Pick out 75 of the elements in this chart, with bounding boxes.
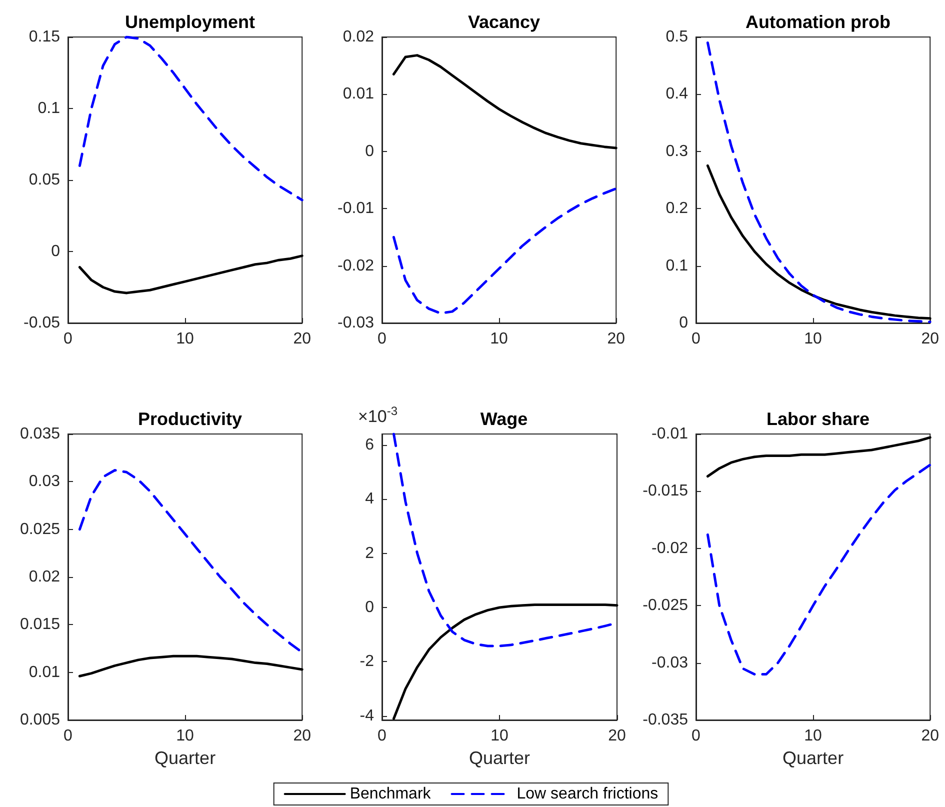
y-tick-label: -4 <box>360 707 374 724</box>
y-tick-label: -0.015 <box>642 482 688 500</box>
y-tick-label: 0.05 <box>28 172 60 188</box>
x-axis-title: Quarter <box>782 748 844 768</box>
x-tick-label: 0 <box>64 330 73 348</box>
line-series <box>706 464 932 676</box>
chart-title: Productivity <box>138 409 242 429</box>
y-tick-label: -0.03 <box>338 314 374 332</box>
y-tick-label: 0.015 <box>20 616 60 634</box>
y-tick-label: -2 <box>360 653 374 670</box>
y-tick-label: 0.025 <box>20 520 60 538</box>
y-tick-label: -0.05 <box>24 314 60 332</box>
y-tick-label: 0.035 <box>20 426 60 442</box>
x-tick-label: 0 <box>64 728 73 744</box>
y-tick-label: -0.01 <box>338 200 374 218</box>
line-series <box>392 604 618 720</box>
y-tick-label: -0.02 <box>338 257 374 274</box>
chart-title: Automation prob <box>746 12 890 32</box>
y-tick-label: 2 <box>365 544 374 562</box>
y-tick-label: 0.4 <box>666 86 688 103</box>
chart-title: Wage <box>480 409 528 429</box>
x-tick-label: 20 <box>293 330 312 348</box>
legend-label: Low search frictions <box>516 786 658 802</box>
x-tick-label: 20 <box>608 728 626 744</box>
x-tick-label: 10 <box>176 330 194 348</box>
x-tick-label: 10 <box>490 728 508 744</box>
y-tick-label: -0.035 <box>642 712 688 728</box>
line-series <box>706 436 932 478</box>
x-tick-label: 0 <box>692 330 701 348</box>
x-tick-label: 20 <box>607 330 626 348</box>
chart-title: Vacancy <box>468 12 540 32</box>
y-tick-label: 0.02 <box>28 568 60 586</box>
y-tick-label: -0.02 <box>652 540 688 557</box>
y-tick-label: 0.5 <box>666 28 688 46</box>
chart-title: Unemployment <box>124 12 256 32</box>
y-tick-label: -0.025 <box>642 597 688 614</box>
line-series <box>392 54 618 150</box>
x-tick-label: 0 <box>378 330 387 348</box>
line-series <box>706 41 932 324</box>
x-tick-label: 10 <box>490 330 508 348</box>
y-tick-label: 0.005 <box>20 712 60 728</box>
x-tick-label: 20 <box>921 330 940 348</box>
x-tick-label: 10 <box>804 330 822 348</box>
x-tick-label: 20 <box>293 728 312 744</box>
y-tick-label: 0 <box>51 243 60 260</box>
x-axis-title: Quarter <box>154 748 216 768</box>
chart-title: Labor share <box>766 409 870 429</box>
y-tick-label: 0.2 <box>666 200 688 218</box>
x-tick-label: 0 <box>692 728 701 744</box>
y-tick-label: -0.01 <box>652 426 688 442</box>
y-tick-label: 0.01 <box>28 664 60 681</box>
y-tick-label: 0.1 <box>38 100 60 117</box>
x-tick-label: 10 <box>176 728 194 744</box>
y-tick-label: 0 <box>679 314 688 332</box>
y-tick-label: -0.03 <box>652 654 688 672</box>
x-tick-label: 10 <box>804 728 822 744</box>
line-series <box>78 254 304 294</box>
y-tick-label: 0.3 <box>666 142 688 160</box>
y-tick-label: 0.15 <box>28 28 60 46</box>
line-series <box>706 164 932 320</box>
y-tick-label: 0.01 <box>342 86 374 103</box>
x-tick-label: 20 <box>921 728 940 744</box>
y-tick-label: 0.03 <box>28 473 60 490</box>
x-axis-title: Quarter <box>468 748 530 768</box>
y-tick-label: 4 <box>365 490 374 508</box>
line-series <box>392 187 618 315</box>
y-tick-label: 0 <box>365 142 374 160</box>
line-series <box>78 36 304 202</box>
legend-label: Benchmark <box>350 786 432 802</box>
y-tick-label: 6 <box>365 436 374 454</box>
y-tick-label: 0.1 <box>666 257 688 274</box>
y-tick-label: 0 <box>365 599 374 616</box>
x-tick-label: 0 <box>378 728 387 744</box>
y-tick-label: 0.02 <box>342 28 374 46</box>
line-series <box>78 654 304 678</box>
